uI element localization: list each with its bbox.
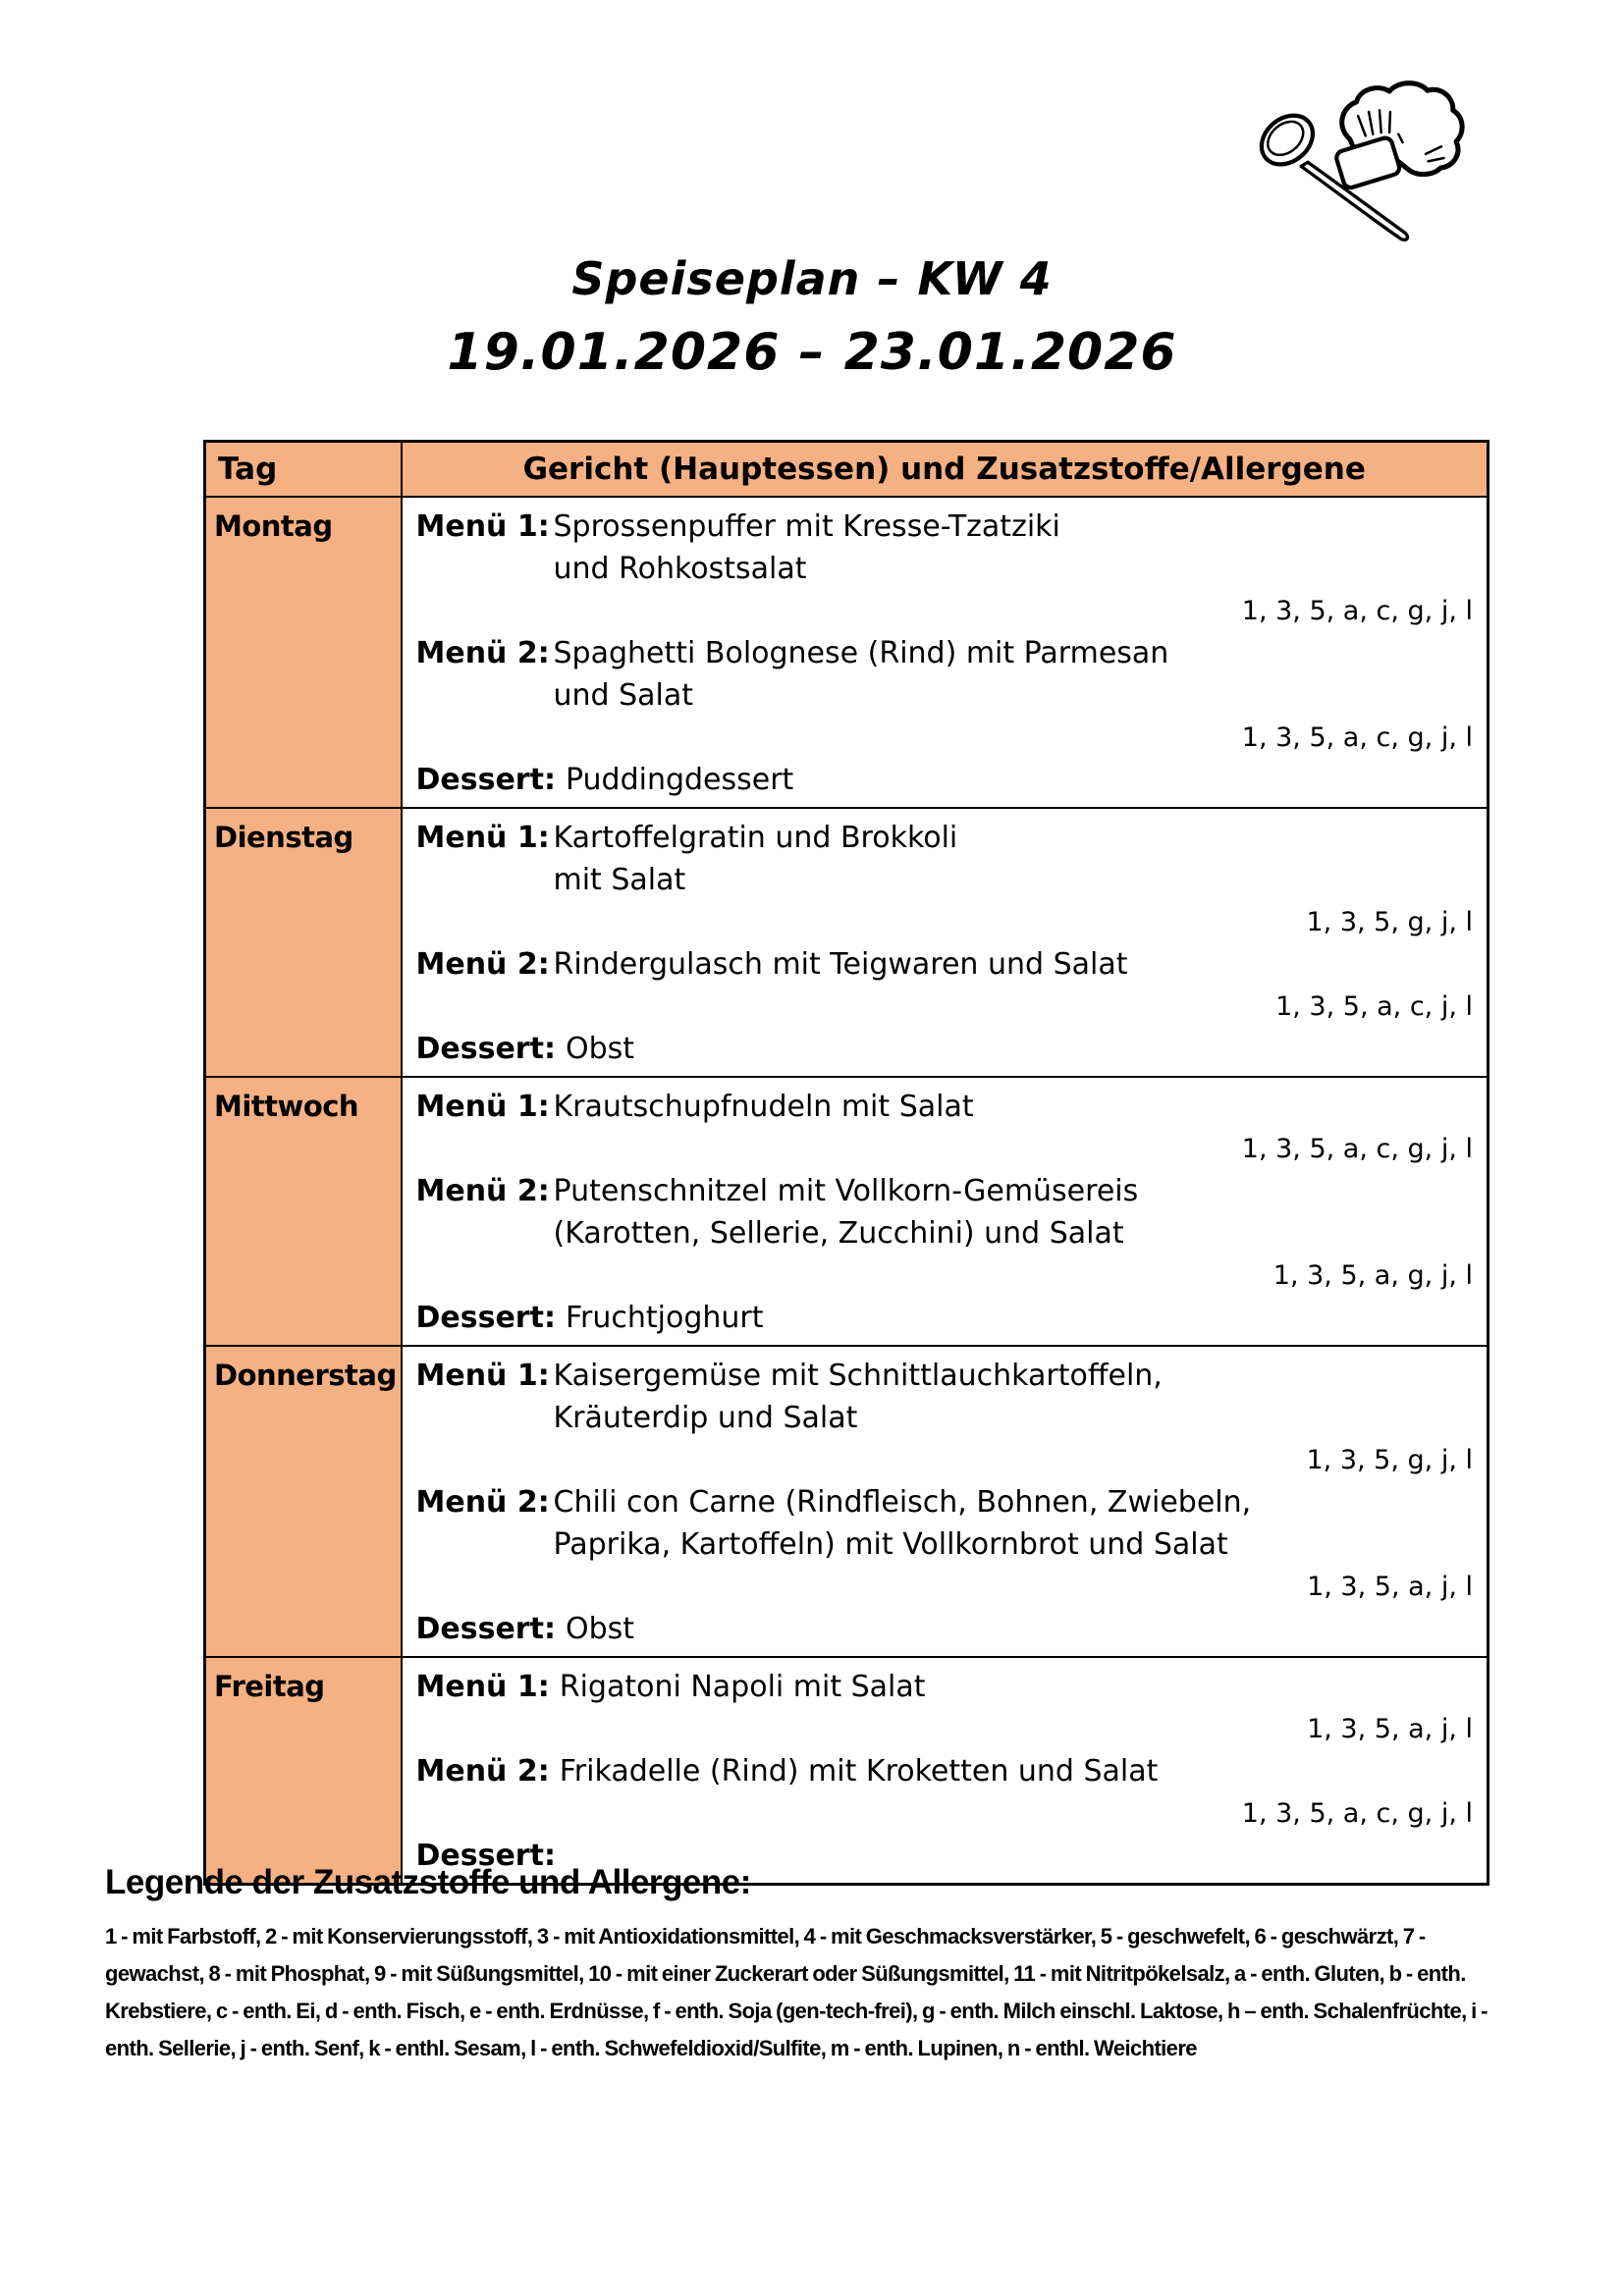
menu-line: Menü 1: Sprossenpuffer mit Kresse-Tzatzik… [416,506,1474,548]
day-label: Freitag [203,1656,403,1886]
dish-cell: Menü 1: Kaisergemüse mit Schnittlauchkart… [400,1345,1489,1658]
menu-line: Menü 2: Spaghetti Bolognese (Rind) mit Pa… [416,632,1474,674]
allergen-codes: 1, 3, 5, a, c, j, l [1275,991,1473,1022]
day-label: Dienstag [203,807,403,1078]
dish-text-continued: und Salat [553,678,694,713]
menu-label: Dessert: [415,1839,556,1873]
dish-text: Chili con Carne (Rindfleisch, Bohnen, Zw… [553,1485,1252,1520]
dish-text: Kartoffelgratin und Brokkoli [553,821,958,855]
menu-label: Menü 2: [415,1174,550,1208]
menu-label: Menü 1: [415,821,550,855]
header-tag: Tag [203,440,403,498]
dessert-line: Dessert: Puddingdessert [416,759,1474,801]
dish-text: Obst [565,1612,635,1646]
menu-line: Menü 1: Krautschupfnudeln mit Salat [416,1086,1474,1128]
menu-line: Menü 1: Rigatoni Napoli mit Salat [416,1666,1474,1708]
menu-table-row: Mittwoch Menü 1: Krautschupfnudeln mit Sal… [203,1076,1489,1347]
dish-text: Rigatoni Napoli mit Salat [559,1670,926,1704]
menu-label: Menü 2: [415,636,550,670]
dish-text: Spaghetti Bolognese (Rind) mit Parmesan [553,636,1169,670]
allergen-codes: 1, 3, 5, g, j, l [1306,1445,1473,1475]
title-date-range: 19.01.2026 – 23.01.2026 [447,323,1177,382]
dish-text: Sprossenpuffer mit Kresse-Tzatziki [553,509,1060,544]
legend-heading: Legende der Zusatzstoffe und Allergene: [105,1863,751,1901]
menu-label: Dessert: [415,763,556,797]
dish-text-continued: Kräuterdip und Salat [553,1401,858,1435]
dessert-line: Dessert: Obst [416,1028,1474,1070]
menu-line: Menü 2: Putenschnitzel mit Vollkorn-Gemüs… [416,1170,1474,1212]
menu-table-row: Dienstag Menü 1: Kartoffelgratin und Brokk… [203,807,1489,1078]
allergen-codes: 1, 3, 5, a, j, l [1307,1714,1473,1744]
dish-text-continued: mit Salat [553,863,686,897]
menu-table: Tag Gericht (Hauptessen) und Zusatzstoff… [203,440,1489,1886]
dish-cell: Menü 1: Rigatoni Napoli mit Salat 1, 3, 5,… [400,1656,1489,1886]
legend: Legende der Zusatzstoffe und Allergene: … [105,1863,1526,2067]
menu-label: Menü 1: [415,509,550,544]
menu-line: Menü 2: Rindergulasch mit Teigwaren und S… [416,943,1474,986]
menu-table-row: Montag Menü 1: Sprossenpuffer mit Kresse-T… [203,496,1489,809]
menu-line: Menü 1: Kartoffelgratin und Brokkoli [416,817,1474,859]
dish-text: Kaisergemüse mit Schnittlauchkartoffeln, [553,1359,1163,1393]
dish-text: Frikadelle (Rind) mit Kroketten und Sala… [559,1754,1159,1789]
allergen-codes: 1, 3, 5, a, c, g, j, l [1241,1134,1473,1164]
allergen-codes: 1, 3, 5, a, g, j, l [1272,1260,1473,1291]
dish-text: Puddingdessert [565,763,794,797]
menu-table-row: Donnerstag Menü 1: Kaisergemüse mit Schnit… [203,1345,1489,1658]
dessert-line: Dessert: [416,1835,1474,1877]
dish-text-continued: und Rohkostsalat [553,552,807,586]
dish-text: Obst [565,1032,635,1066]
dish-cell: Menü 1: Krautschupfnudeln mit Salat 1, 3, … [400,1076,1489,1347]
day-label: Montag [203,496,403,809]
dish-text: Putenschnitzel mit Vollkorn-Gemüsereis [553,1174,1139,1208]
header-gericht: Gericht (Hauptessen) und Zusatzstoffe/Al… [400,440,1489,498]
menu-label: Menü 1: [415,1359,550,1393]
menu-line: Menü 2: Frikadelle (Rind) mit Kroketten u… [416,1750,1474,1792]
dish-cell: Menü 1: Kartoffelgratin und Brokkoli mit S… [400,807,1489,1078]
allergen-codes: 1, 3, 5, a, c, g, j, l [1241,596,1473,626]
allergen-codes: 1, 3, 5, g, j, l [1306,907,1473,937]
menu-label: Dessert: [415,1301,556,1335]
allergen-codes: 1, 3, 5, a, c, g, j, l [1241,1798,1473,1829]
legend-text: 1 - mit Farbstoff, 2 - mit Konservierung… [105,1924,1488,2060]
dish-text: Fruchtjoghurt [565,1301,764,1335]
menu-label: Menü 1: [415,1090,550,1124]
day-label: Donnerstag [203,1345,403,1658]
day-label: Mittwoch [203,1076,403,1347]
menu-label: Menü 2: [415,947,550,982]
menu-line: Menü 1: Kaisergemüse mit Schnittlauchkart… [416,1355,1474,1397]
menu-label: Menü 1: [415,1670,550,1704]
dish-cell: Menü 1: Sprossenpuffer mit Kresse-Tzatzik… [400,496,1489,809]
menu-table-row: Freitag Menü 1: Rigatoni Napoli mit Salat 1… [203,1656,1489,1886]
dish-text: Rindergulasch mit Teigwaren und Salat [553,947,1128,982]
dish-text-continued: Paprika, Kartoffeln) mit Vollkornbrot un… [553,1527,1228,1562]
document-title: Speiseplan – KW 4 19.01.2026 – 23.01.202… [0,243,1624,391]
title-week: Speiseplan – KW 4 [571,252,1053,305]
dessert-line: Dessert: Obst [416,1608,1474,1650]
menu-label: Dessert: [415,1032,556,1066]
allergen-codes: 1, 3, 5, a, j, l [1307,1572,1473,1602]
dish-text-continued: (Karotten, Sellerie, Zucchini) und Salat [553,1216,1124,1251]
dessert-line: Dessert: Fruchtjoghurt [416,1297,1474,1339]
menu-label: Dessert: [415,1612,556,1646]
chef-hat-and-spoon-icon [1235,80,1483,267]
menu-label: Menü 2: [415,1754,550,1789]
menu-label: Menü 2: [415,1485,550,1520]
allergen-codes: 1, 3, 5, a, c, g, j, l [1241,722,1473,753]
menu-line: Menü 2: Chili con Carne (Rindfleisch, Boh… [416,1481,1474,1523]
dish-text: Krautschupfnudeln mit Salat [553,1090,974,1124]
menu-table-header-row: Tag Gericht (Hauptessen) und Zusatzstoff… [203,440,1489,498]
